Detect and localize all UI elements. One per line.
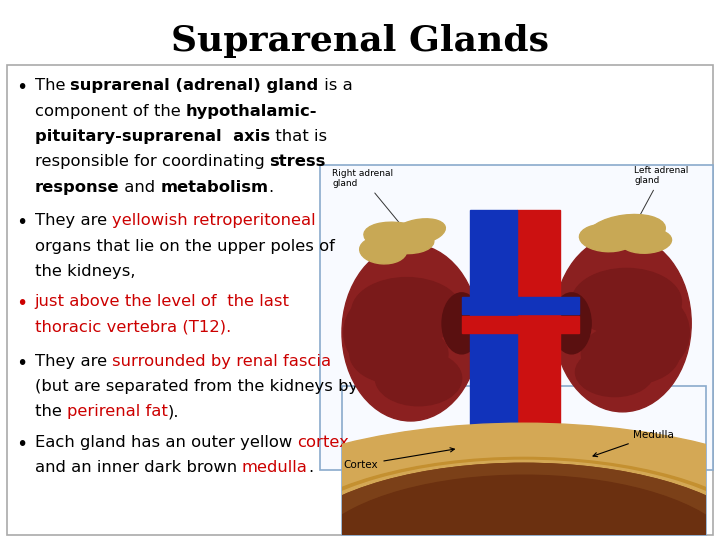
Ellipse shape: [621, 229, 672, 253]
Text: ).: ).: [168, 404, 179, 420]
Ellipse shape: [552, 293, 591, 354]
Text: the: the: [35, 404, 67, 420]
Ellipse shape: [575, 348, 654, 396]
Text: Right kidney: Right kidney: [368, 453, 430, 463]
Text: response: response: [35, 180, 119, 195]
Text: and: and: [119, 180, 161, 195]
Ellipse shape: [554, 235, 691, 412]
Text: the kidneys,: the kidneys,: [35, 264, 135, 279]
Ellipse shape: [350, 323, 448, 384]
Text: •: •: [16, 354, 27, 373]
Bar: [469, 211, 516, 424]
Ellipse shape: [344, 294, 415, 370]
Text: pituitary-suprarenal  axis: pituitary-suprarenal axis: [35, 129, 270, 144]
Text: surrounded by renal fascia: surrounded by renal fascia: [112, 354, 331, 369]
Wedge shape: [322, 475, 720, 540]
Text: yellowish retroperitoneal: yellowish retroperitoneal: [112, 213, 315, 228]
Text: stress: stress: [269, 154, 326, 170]
Text: Left adrenal
gland: Left adrenal gland: [634, 166, 689, 223]
Text: Suprarenal Glands: Suprarenal Glands: [171, 24, 549, 58]
Text: .: .: [269, 180, 274, 195]
Ellipse shape: [352, 278, 462, 345]
Ellipse shape: [392, 219, 446, 245]
Ellipse shape: [360, 237, 407, 264]
Text: •: •: [16, 294, 27, 313]
Bar: [517, 211, 559, 424]
Text: Medulla: Medulla: [593, 430, 674, 457]
Text: Cortex: Cortex: [343, 448, 454, 470]
Ellipse shape: [618, 294, 689, 370]
Text: They are: They are: [35, 213, 112, 228]
Ellipse shape: [581, 323, 680, 384]
Wedge shape: [293, 463, 720, 540]
FancyBboxPatch shape: [342, 386, 706, 535]
Text: medulla: medulla: [242, 460, 308, 475]
Wedge shape: [293, 463, 720, 540]
Text: organs that lie on the upper poles of: organs that lie on the upper poles of: [35, 239, 334, 254]
Bar: [521, 298, 580, 314]
Text: cortex: cortex: [297, 435, 349, 450]
Wedge shape: [195, 423, 720, 540]
Text: suprarenal (adrenal) gland: suprarenal (adrenal) gland: [71, 78, 318, 93]
Ellipse shape: [364, 222, 434, 254]
Text: •: •: [16, 435, 27, 454]
Text: •: •: [16, 213, 27, 232]
Ellipse shape: [342, 244, 480, 421]
Ellipse shape: [580, 224, 634, 252]
Bar: [462, 316, 521, 333]
Text: that is: that is: [270, 129, 327, 144]
Ellipse shape: [588, 214, 665, 249]
Text: The: The: [35, 78, 71, 93]
Bar: [521, 316, 580, 333]
Text: metabolism: metabolism: [161, 180, 269, 195]
Text: just above the level of  the last: just above the level of the last: [35, 294, 289, 309]
Text: and an inner dark brown: and an inner dark brown: [35, 460, 242, 475]
Text: hypothalamic-: hypothalamic-: [186, 104, 317, 119]
Wedge shape: [284, 460, 720, 540]
Text: responsible for coordinating: responsible for coordinating: [35, 154, 269, 170]
Text: Each gland has an outer yellow: Each gland has an outer yellow: [35, 435, 297, 450]
Ellipse shape: [572, 268, 681, 335]
Text: thoracic vertebra (T12).: thoracic vertebra (T12).: [35, 320, 231, 335]
Text: They are: They are: [35, 354, 112, 369]
Text: .: .: [308, 460, 313, 475]
Bar: [462, 298, 521, 314]
Ellipse shape: [375, 351, 462, 406]
Text: (but are separated from the kidneys by: (but are separated from the kidneys by: [35, 379, 358, 394]
Text: Right adrenal
gland: Right adrenal gland: [332, 168, 405, 230]
Ellipse shape: [442, 293, 481, 354]
Text: component of the: component of the: [35, 104, 186, 119]
Text: •: •: [16, 78, 27, 97]
Wedge shape: [278, 457, 720, 540]
Text: Left kidney: Left kidney: [580, 453, 634, 463]
Text: is a: is a: [318, 78, 352, 93]
FancyBboxPatch shape: [320, 165, 713, 470]
Text: perirenal fat: perirenal fat: [67, 404, 168, 420]
